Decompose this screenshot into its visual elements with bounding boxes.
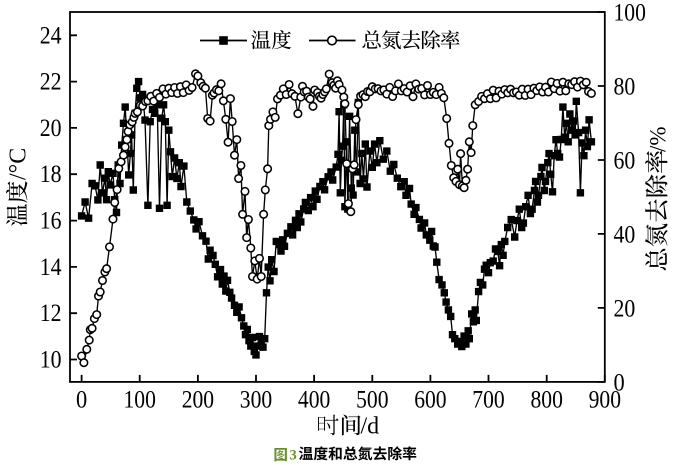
svg-text:0: 0 [76, 387, 87, 414]
svg-text:20: 20 [40, 115, 62, 142]
svg-text:18: 18 [40, 161, 62, 188]
svg-text:200: 200 [182, 387, 214, 414]
svg-text:20: 20 [614, 295, 636, 322]
svg-text:500: 500 [356, 387, 388, 414]
svg-text:24: 24 [40, 22, 62, 49]
svg-text:/%: /% [646, 126, 671, 152]
svg-text:/d: /d [361, 414, 380, 440]
svg-text:22: 22 [40, 69, 62, 96]
svg-text:0: 0 [614, 369, 625, 396]
svg-text:60: 60 [614, 148, 636, 175]
svg-text:40: 40 [614, 221, 636, 248]
svg-text:600: 600 [414, 387, 446, 414]
svg-text:700: 700 [472, 387, 504, 414]
svg-text:10: 10 [40, 347, 62, 374]
svg-text:/°C: /°C [6, 148, 32, 180]
svg-text:800: 800 [531, 387, 563, 414]
svg-text:16: 16 [40, 208, 62, 235]
svg-text:100: 100 [124, 387, 156, 414]
svg-text:80: 80 [614, 74, 636, 101]
svg-text:400: 400 [298, 387, 330, 414]
svg-text:100: 100 [614, 0, 646, 27]
svg-text:300: 300 [240, 387, 272, 414]
svg-text:900: 900 [589, 387, 621, 414]
svg-text:12: 12 [40, 300, 62, 327]
svg-text:3: 3 [290, 448, 297, 464]
svg-text:14: 14 [40, 254, 62, 281]
